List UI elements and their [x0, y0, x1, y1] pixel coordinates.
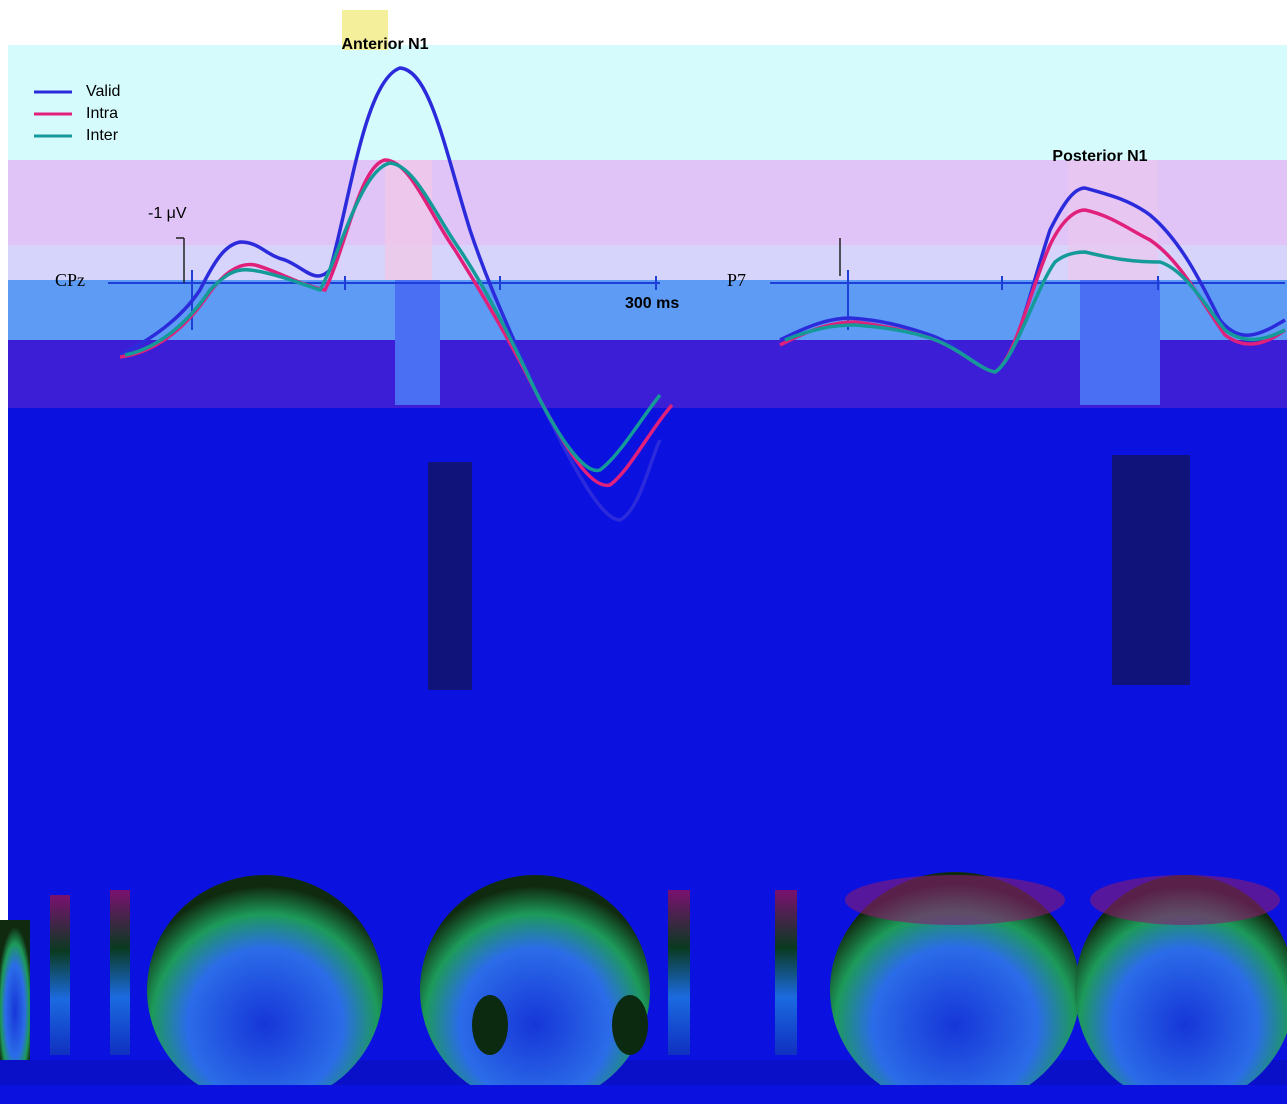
page: Anterior N1 Posterior N1 Valid Intra Inter… — [0, 0, 1287, 1104]
topomap — [420, 875, 650, 1104]
window-highlight — [1080, 280, 1160, 405]
topomap — [147, 875, 383, 1104]
topomap-region — [472, 995, 508, 1055]
window-shadow — [1112, 455, 1190, 685]
figure: Anterior N1 Posterior N1 Valid Intra Inter… — [0, 0, 1287, 1104]
window-shadow — [428, 462, 472, 690]
footer-band — [0, 1085, 1287, 1104]
scale-label: 300 ms — [625, 295, 679, 312]
color-bar — [775, 890, 797, 1055]
topomap — [0, 920, 30, 1060]
topomap-region — [1090, 875, 1280, 925]
legend-label: Valid — [86, 83, 120, 100]
band — [8, 45, 1287, 160]
legend-label: Inter — [86, 127, 119, 144]
color-bar — [50, 895, 70, 1055]
panel-title: Posterior N1 — [1052, 148, 1147, 165]
scale-label: -1 μV — [148, 205, 187, 222]
electrode-label: P7 — [727, 270, 746, 290]
topomap-region — [612, 995, 648, 1055]
panel-title: Anterior N1 — [341, 36, 428, 53]
color-bar — [668, 890, 690, 1055]
electrode-label: CPz — [55, 270, 85, 290]
band — [0, 0, 1287, 45]
window-highlight — [395, 280, 440, 405]
color-bar — [110, 890, 130, 1055]
topomap-region — [845, 875, 1065, 925]
legend-label: Intra — [86, 105, 118, 122]
